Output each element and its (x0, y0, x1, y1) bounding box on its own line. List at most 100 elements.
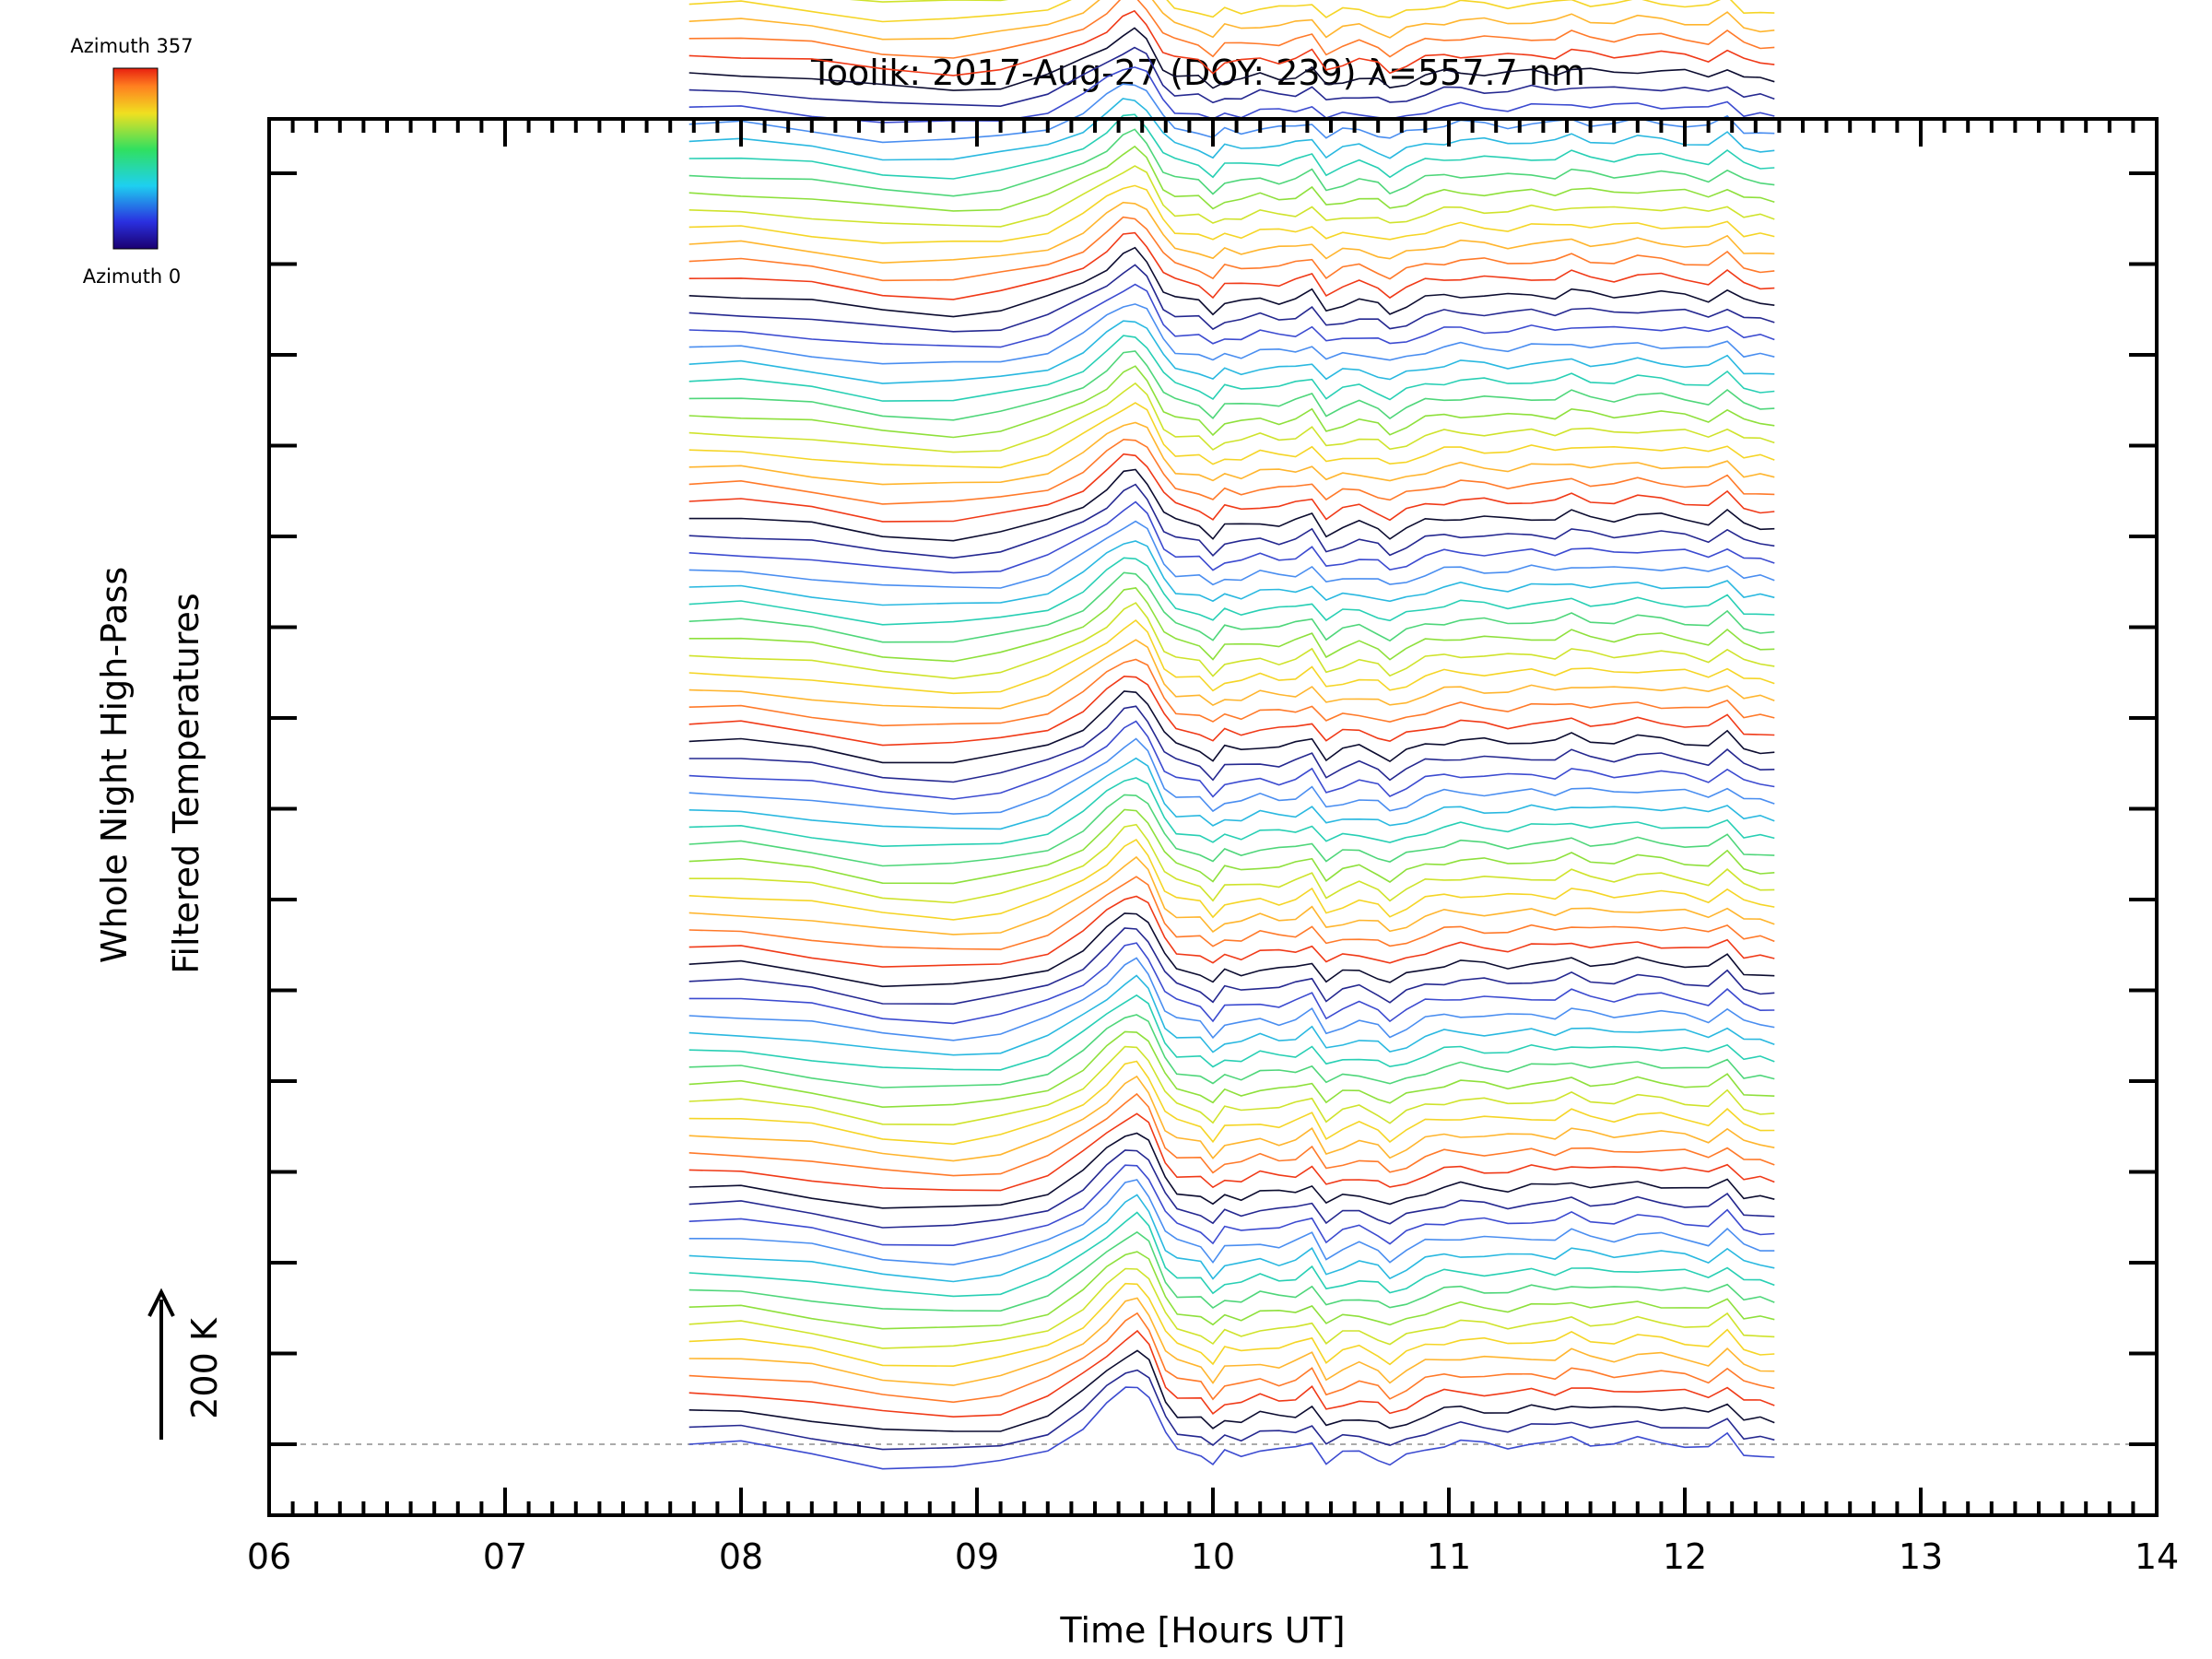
azimuth-trace (688, 453, 1775, 523)
azimuth-trace (688, 690, 1775, 764)
azimuth-trace (688, 838, 1775, 921)
azimuth-trace (688, 942, 1775, 1025)
azimuth-trace (688, 184, 1775, 244)
azimuth-trace (688, 283, 1775, 348)
azimuth-trace (688, 895, 1775, 968)
azimuth-trace (688, 618, 1775, 695)
azimuth-trace (688, 1312, 1775, 1404)
azimuth-trace (688, 0, 1775, 41)
azimuth-trace (688, 500, 1775, 574)
azimuth-trace (688, 1179, 1775, 1266)
azimuth-trace (688, 1230, 1775, 1312)
azimuth-trace (688, 113, 1775, 180)
x-tick-labels: 06 07 08 09 10 11 12 13 14 (247, 1536, 2179, 1577)
azimuth-trace (688, 1349, 1775, 1432)
azimuth-trace (688, 145, 1775, 212)
azimuth-trace (688, 720, 1775, 800)
x-tick-label: 08 (719, 1536, 763, 1577)
scale-bar-label: 200 K (184, 1317, 225, 1419)
azimuth-trace (688, 1075, 1775, 1162)
azimuth-trace (688, 320, 1775, 384)
azimuth-trace (688, 483, 1775, 559)
azimuth-trace (688, 1092, 1775, 1177)
azimuth-trace (688, 303, 1775, 365)
azimuth-trace (688, 1164, 1775, 1247)
azimuth-trace (688, 571, 1775, 643)
trace-group (688, 0, 1775, 1470)
azimuth-trace (688, 438, 1775, 505)
scale-arrow (147, 1288, 175, 1440)
x-tick-label: 07 (483, 1536, 527, 1577)
azimuth-trace (688, 1045, 1775, 1126)
azimuth-trace (688, 777, 1775, 848)
azimuth-trace (688, 98, 1775, 161)
azimuth-trace (688, 350, 1775, 421)
azimuth-trace (688, 216, 1775, 282)
azimuth-trace (688, 557, 1775, 626)
azimuth-trace (688, 335, 1775, 402)
azimuth-trace (688, 1329, 1775, 1418)
azimuth-trace (688, 0, 1775, 23)
azimuth-trace (688, 9, 1775, 76)
azimuth-trace (849, 0, 1009, 3)
colorbar-top-label: Azimuth 357 (70, 35, 193, 57)
azimuth-trace (688, 128, 1775, 197)
azimuth-trace (688, 974, 1775, 1056)
x-tick-label: 13 (1899, 1536, 1943, 1577)
azimuth-trace (688, 737, 1775, 815)
azimuth-trace (688, 201, 1775, 265)
azimuth-trace (688, 1014, 1775, 1088)
azimuth-trace (688, 675, 1775, 747)
colorbar-bottom-label: Azimuth 0 (83, 265, 182, 288)
x-tick-label: 10 (1191, 1536, 1235, 1577)
azimuth-trace (688, 540, 1775, 606)
azimuth-trace (688, 66, 1775, 124)
azimuth-trace (688, 757, 1775, 830)
azimuth-trace (688, 705, 1775, 783)
azimuth-trace (688, 639, 1775, 710)
azimuth-trace (688, 27, 1775, 91)
x-tick-label: 11 (1427, 1536, 1471, 1577)
colorbar (112, 67, 159, 250)
azimuth-trace (688, 876, 1775, 950)
azimuth-trace (688, 602, 1775, 680)
azimuth-trace (688, 1369, 1775, 1451)
azimuth-trace (688, 365, 1775, 439)
azimuth-trace (688, 855, 1775, 935)
azimuth-trace (688, 1211, 1775, 1298)
azimuth-trace (688, 246, 1775, 318)
azimuth-trace (688, 658, 1775, 727)
axis-ticks (267, 119, 2159, 1515)
x-tick-label: 14 (2135, 1536, 2179, 1577)
azimuth-trace (688, 382, 1775, 453)
azimuth-trace (688, 421, 1775, 486)
azimuth-trace (688, 912, 1775, 988)
azimuth-trace (688, 1149, 1775, 1229)
azimuth-trace (688, 402, 1775, 469)
azimuth-trace (688, 1267, 1775, 1349)
azimuth-trace (688, 1112, 1775, 1192)
azimuth-trace (688, 1282, 1775, 1368)
y-axis-label-line2: Filtered Temperatures (166, 593, 206, 973)
azimuth-trace (688, 468, 1775, 542)
azimuth-trace (688, 587, 1775, 663)
azimuth-trace (688, 808, 1775, 885)
x-tick-label: 09 (955, 1536, 999, 1577)
azimuth-trace (688, 957, 1775, 1041)
y-axis-label-line1: Whole Night High-Pass (94, 567, 135, 963)
azimuth-trace (688, 1194, 1775, 1283)
azimuth-trace (688, 1060, 1775, 1146)
azimuth-trace (688, 520, 1775, 589)
azimuth-trace (688, 0, 1775, 59)
x-tick-label: 06 (247, 1536, 291, 1577)
azimuth-trace (688, 264, 1775, 333)
x-axis-label: Time [Hours UT] (1059, 1610, 1345, 1651)
azimuth-trace (688, 46, 1775, 108)
azimuth-trace (688, 1030, 1775, 1109)
azimuth-trace (688, 1386, 1775, 1470)
azimuth-trace (688, 794, 1775, 867)
azimuth-trace (688, 927, 1775, 1006)
x-tick-label: 12 (1663, 1536, 1707, 1577)
azimuth-trace (688, 1297, 1775, 1386)
